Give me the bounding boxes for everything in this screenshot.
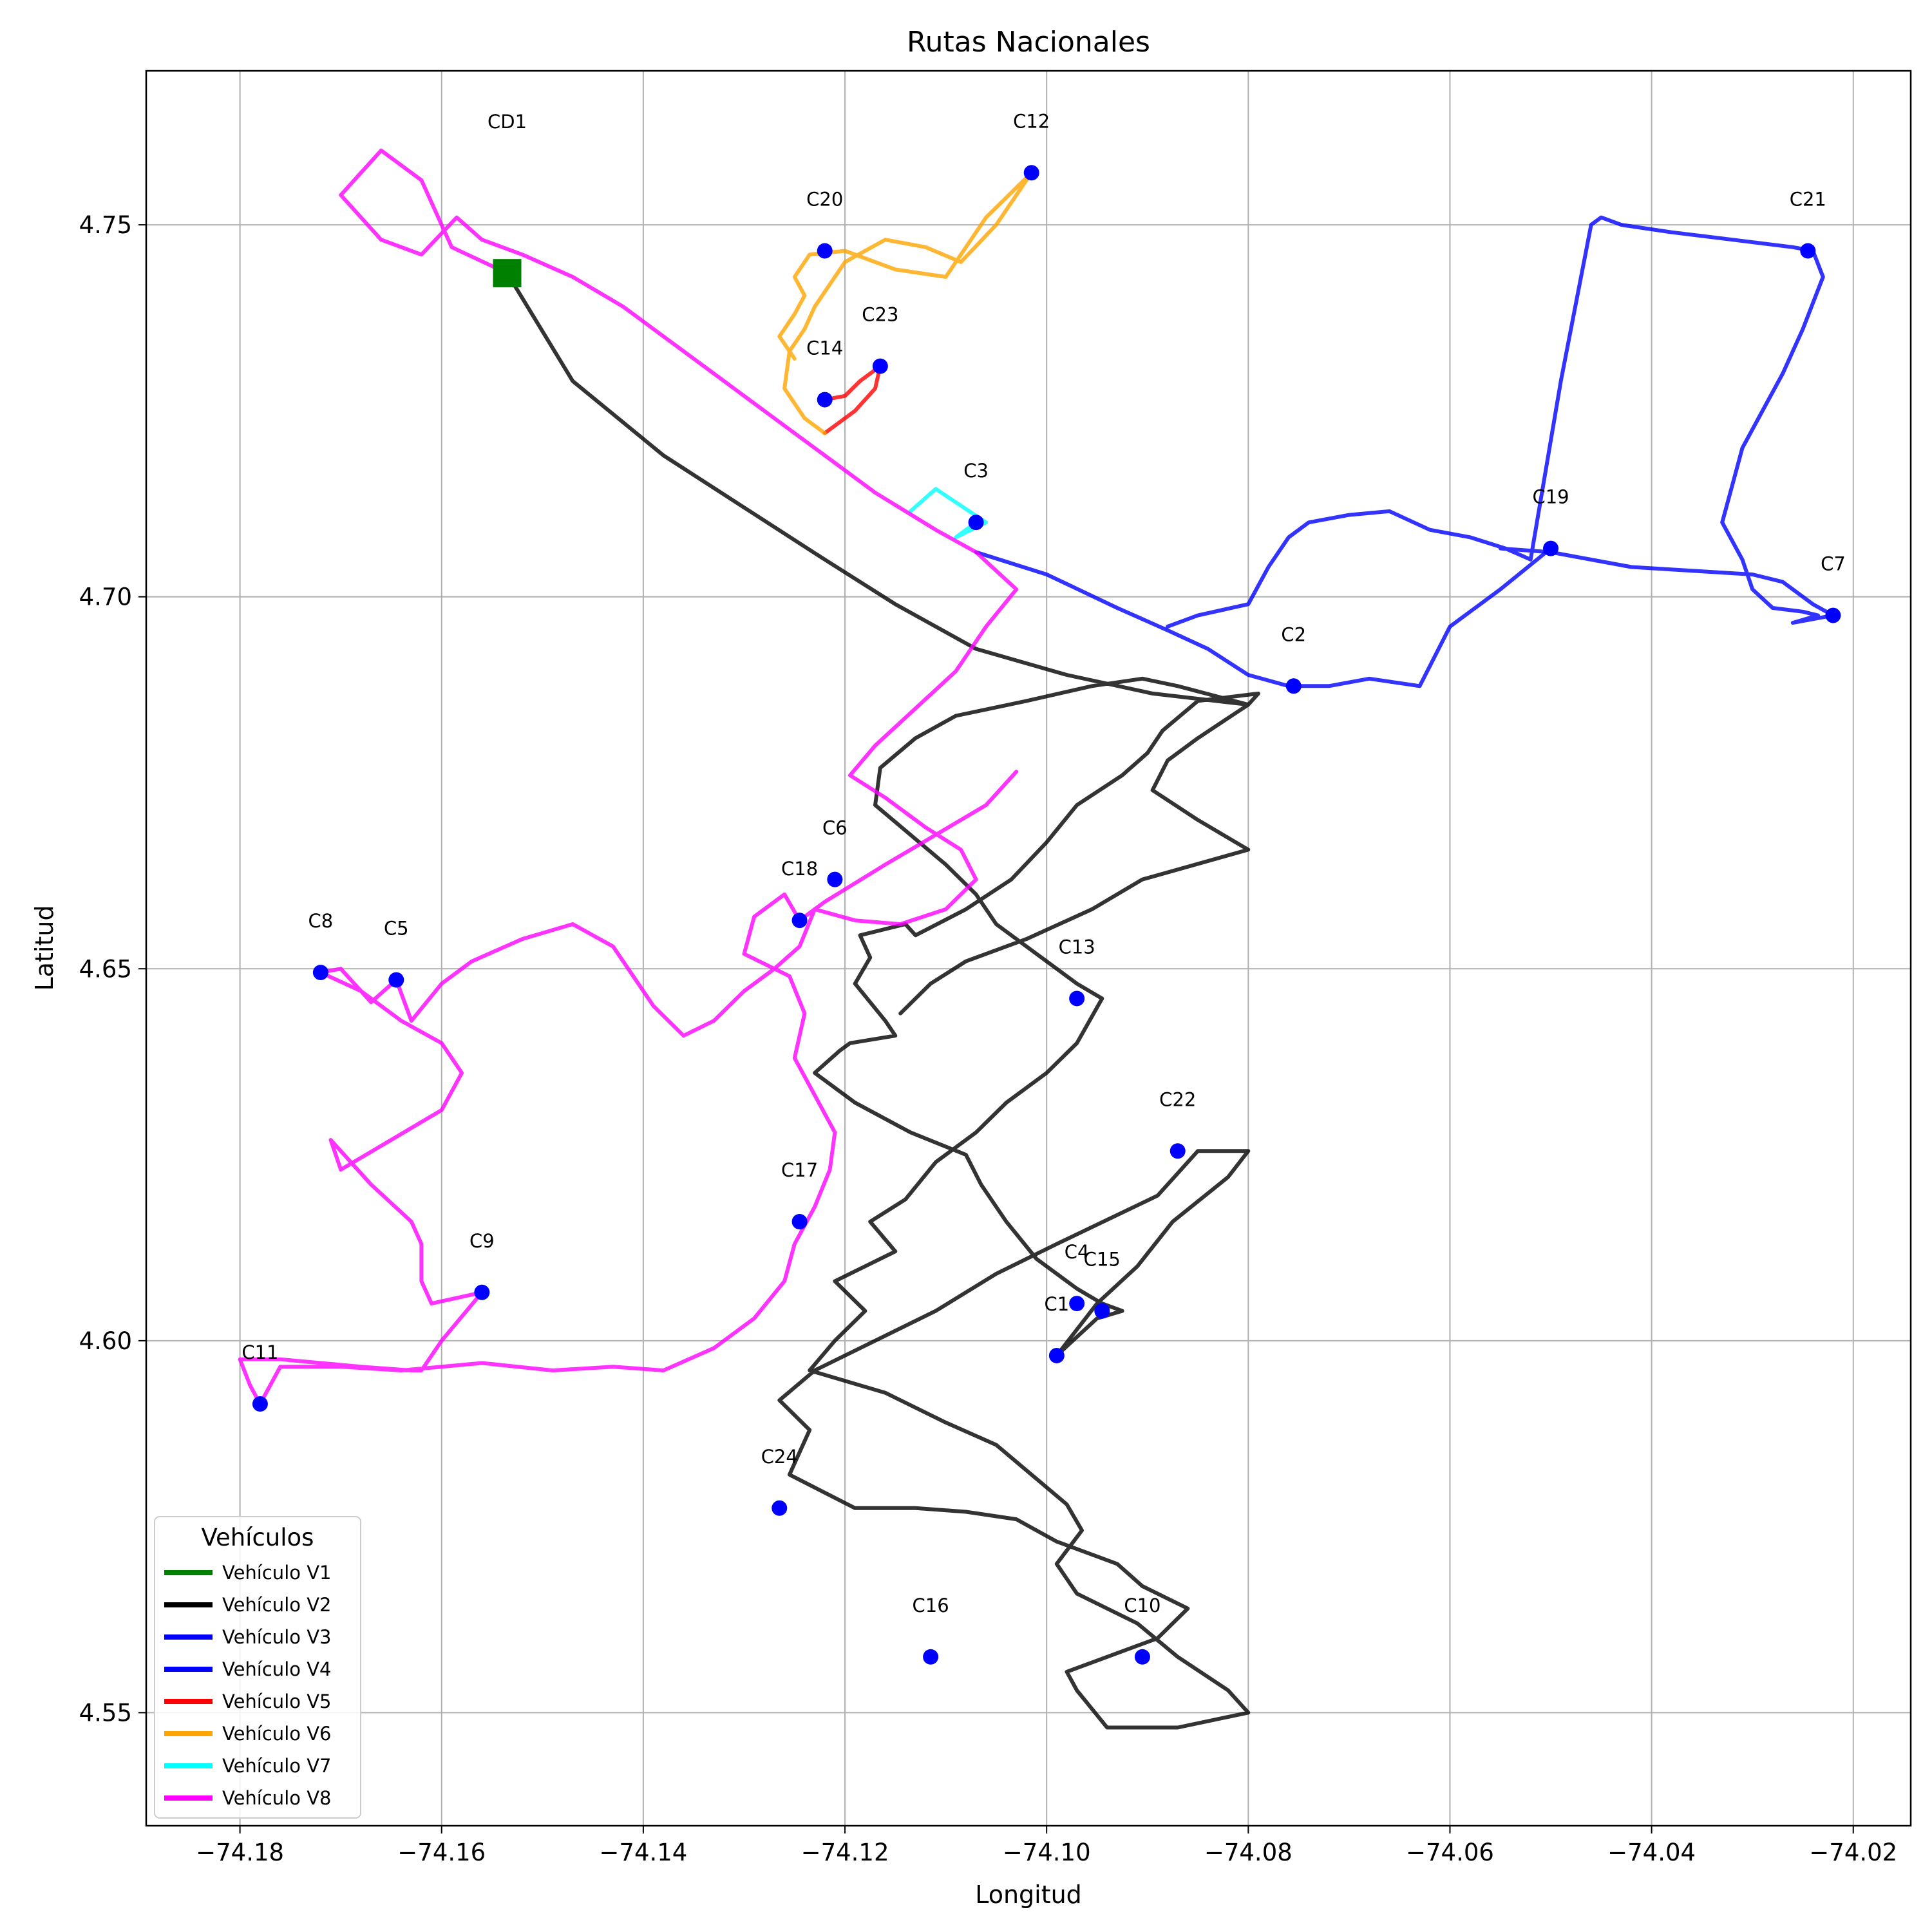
customer-point [1069,990,1085,1007]
x-tick-label: −74.14 [599,1839,687,1866]
legend-entry: Vehículo V3 [222,1626,332,1648]
customer-point [388,972,404,988]
legend-entry: Vehículo V1 [222,1562,332,1584]
customer-point [817,392,833,408]
customer-point [252,1396,268,1412]
customer-label: C7 [1821,553,1846,575]
customer-point [817,243,833,259]
y-axis-ticks: 4.55 4.60 4.65 4.70 4.75 [79,211,146,1727]
customer-labels: C1 C2 C3 C4 C5 C6 C7 C8 C9 C10 C11 C12 C13 C14 C15 C16 C… [242,110,1845,1616]
depot-label: CD1 [488,111,527,133]
legend-entry: Vehículo V6 [222,1723,332,1745]
customer-label: C19 [1532,486,1569,508]
customer-label: C10 [1124,1595,1160,1616]
customer-point [872,358,888,374]
x-tick-label: −74.18 [196,1839,284,1866]
x-tick-label: −74.02 [1809,1839,1897,1866]
y-tick-label: 4.65 [79,955,132,983]
x-tick-label: −74.04 [1607,1839,1696,1866]
customer-label: C16 [913,1595,949,1616]
customer-label: C12 [1013,110,1050,132]
grid [146,71,1911,1826]
customer-label: C24 [761,1446,798,1468]
legend-entry: Vehículo V4 [222,1658,332,1680]
customer-label: C5 [384,918,409,940]
y-tick-label: 4.75 [79,211,132,239]
customer-point [1134,1649,1150,1665]
y-axis-label: Latitud [30,905,59,990]
customer-point [1048,1347,1065,1363]
legend-title: Vehículos [202,1524,314,1551]
y-tick-label: 4.55 [79,1699,132,1727]
y-tick-label: 4.60 [79,1327,132,1355]
customer-label: C21 [1790,189,1826,211]
customer-point [1023,165,1039,181]
customer-point [1069,1296,1085,1312]
customer-label: C13 [1059,936,1095,958]
route-lines [238,148,1835,1730]
y-tick-label: 4.70 [79,583,132,611]
customer-point [1825,607,1841,623]
customer-point [791,913,808,929]
legend-entry: Vehículo V2 [222,1594,332,1616]
depot-square [493,259,522,288]
customer-point [827,871,843,887]
plot-frame [145,70,1912,1827]
customer-point [474,1284,490,1300]
x-tick-label: −74.16 [397,1839,486,1866]
customer-label: C22 [1159,1088,1196,1110]
depot-marker: CD1 [488,111,527,288]
customer-point [312,965,328,981]
customer-label: C15 [1084,1249,1121,1271]
customer-label: C20 [806,189,843,211]
customer-point [1543,540,1559,556]
legend-box [154,1516,361,1819]
customer-point [1094,1303,1110,1319]
customer-label: C18 [781,858,818,880]
legend-entry: Vehículo V5 [222,1690,332,1712]
customer-point [923,1649,939,1665]
route-line [238,148,1019,1406]
x-tick-label: −74.10 [1003,1839,1091,1866]
route-line [908,487,989,540]
x-tick-label: −74.06 [1406,1839,1494,1866]
customer-point [968,515,984,531]
customer-label: C11 [242,1341,278,1363]
customer-point [1285,678,1302,694]
customer-label: C8 [308,910,334,932]
customer-label: C23 [862,304,898,326]
customer-label: C1 [1044,1293,1069,1315]
customer-label: C6 [822,817,848,839]
customer-label: C14 [806,337,843,359]
customer-point [1170,1143,1186,1159]
x-axis-ticks: −74.18 −74.16 −74.14 −74.12 −74.10 −74.08 −74.… [196,1826,1897,1866]
legend-entry: Vehículo V7 [222,1755,332,1777]
customer-point [791,1214,808,1230]
legend-entry: Vehículo V8 [222,1787,332,1809]
route-line [822,364,882,435]
customer-point [772,1500,788,1516]
legend-items: Vehículo V1 Vehículo V2 Vehículo V3 Vehícul… [164,1562,332,1809]
customer-points [252,165,1841,1665]
route-line [505,271,1260,1730]
customer-label: C3 [963,460,989,482]
x-tick-label: −74.08 [1204,1839,1293,1866]
chart-title: Rutas Nacionales [907,26,1150,59]
route-line [777,171,1034,435]
customer-label: C4 [1065,1241,1090,1263]
customer-label: C9 [469,1230,495,1252]
x-axis-label: Longitud [975,1880,1082,1909]
customer-point [1800,243,1816,259]
customer-label: C2 [1281,623,1306,645]
customer-label: C17 [781,1159,818,1181]
x-tick-label: −74.12 [801,1839,889,1866]
